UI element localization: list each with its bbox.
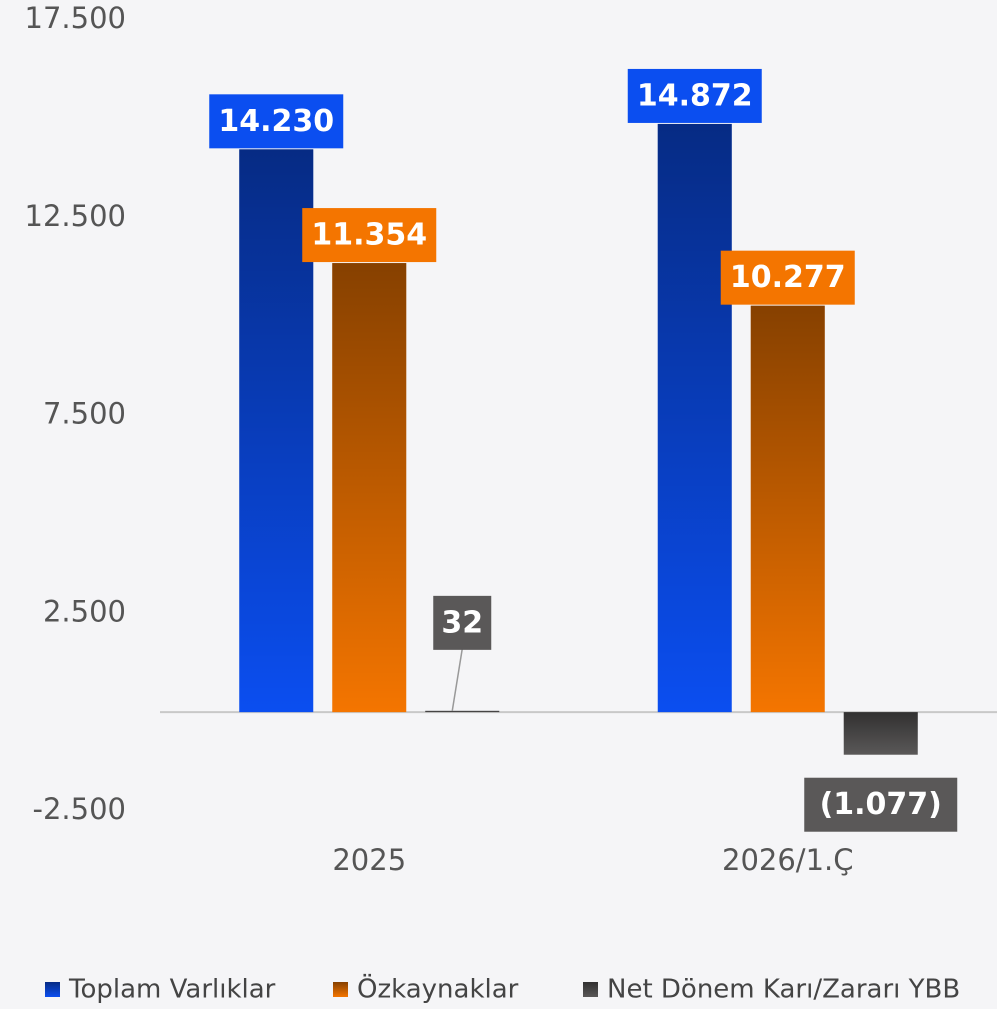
label-box	[804, 777, 958, 832]
bar-shade	[843, 712, 918, 755]
legend-label: Özkaynaklar	[357, 973, 519, 1005]
bar-shade	[425, 710, 500, 713]
label-box	[627, 68, 762, 123]
legend-label: Net Dönem Karı/Zararı YBB	[607, 975, 960, 1005]
label-box	[433, 595, 492, 650]
bar-shade	[657, 123, 732, 713]
legend-label: Toplam Varlıklar	[68, 975, 276, 1005]
data-label: 32	[441, 605, 483, 640]
legend-swatch-shade	[583, 982, 598, 997]
y-tick-label: -2.500	[33, 792, 127, 826]
leader-line	[451, 648, 463, 711]
y-tick-label: 12.500	[25, 199, 126, 233]
y-tick-label: 17.500	[25, 1, 126, 35]
bar-shade	[239, 149, 314, 713]
label-box	[209, 94, 344, 149]
legend-swatch-shade	[333, 982, 348, 997]
bar-shade	[750, 305, 825, 713]
y-tick-label: 2.500	[43, 594, 126, 628]
data-label: 10.277	[730, 260, 846, 295]
data-label: 14.872	[637, 78, 753, 113]
label-box	[302, 208, 437, 263]
data-label: 11.354	[311, 218, 427, 253]
y-tick-label: 7.500	[43, 397, 126, 431]
data-label: (1.077)	[820, 787, 942, 822]
data-label: 14.230	[218, 104, 334, 139]
bar-shade	[332, 263, 407, 713]
x-tick-label: 2025	[332, 843, 406, 877]
label-box	[720, 250, 855, 305]
x-tick-label: 2026/1.Ç	[722, 843, 854, 877]
legend-swatch-shade	[45, 982, 60, 997]
